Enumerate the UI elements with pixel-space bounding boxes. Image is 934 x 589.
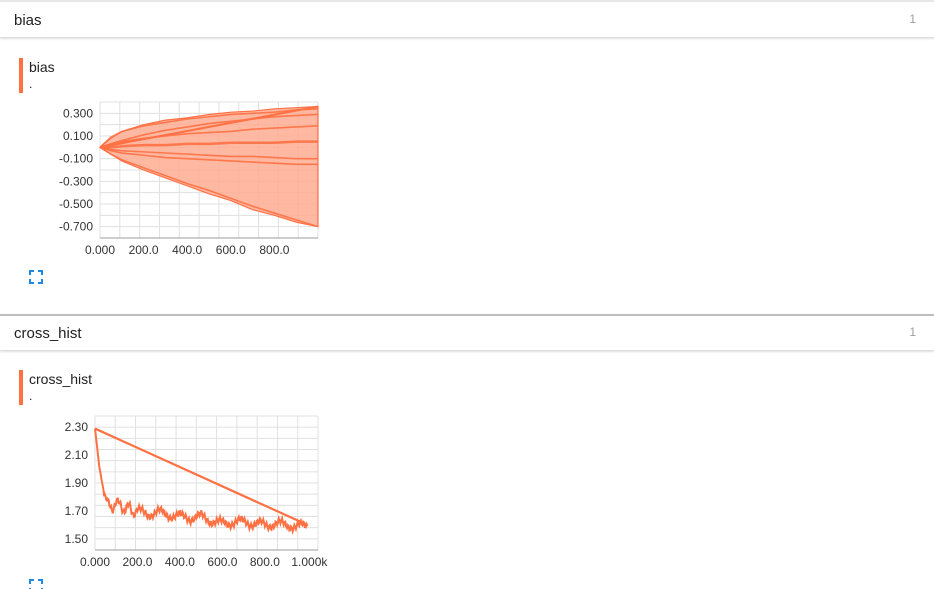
x-tick-label: 400.0 — [165, 555, 195, 569]
x-tick-label: 200.0 — [129, 243, 159, 257]
x-tick-label: 0.000 — [85, 243, 115, 257]
x-tick-label: 0.000 — [80, 555, 110, 569]
card-subtitle: . — [29, 77, 33, 91]
y-tick-label: 2.30 — [65, 420, 89, 434]
section-title: cross_hist — [14, 325, 82, 342]
x-tick-label: 400.0 — [172, 243, 202, 257]
card-title: cross_hist — [29, 371, 93, 387]
card-title: bias — [29, 59, 55, 75]
section-header-bias[interactable]: bias 1 — [0, 3, 934, 38]
bias-chart: 0.300 0.100 -0.100 -0.300 -0.500 -0.700 0.000 2… — [59, 101, 319, 257]
y-tick-label: -0.700 — [59, 220, 93, 234]
series-line — [99, 113, 319, 149]
series-line — [99, 146, 319, 228]
fullscreen-icon[interactable] — [29, 270, 43, 284]
section-header-cross-hist[interactable]: cross_hist 1 — [0, 314, 934, 351]
section-count: 1 — [909, 325, 916, 339]
series-line — [100, 140, 318, 149]
card-accent-bar — [19, 370, 23, 405]
series-line — [94, 428, 309, 536]
y-tick-label: 1.70 — [65, 504, 89, 518]
fullscreen-icon[interactable] — [29, 579, 43, 589]
x-tick-label: 1.000k — [291, 555, 328, 569]
series-line — [99, 146, 318, 160]
card-accent-bar — [19, 58, 23, 93]
y-tick-label: 1.50 — [65, 532, 89, 546]
grid — [94, 415, 319, 551]
series-line — [99, 108, 319, 148]
y-tick-label: 0.100 — [63, 129, 93, 143]
x-tick-label: 600.0 — [216, 243, 246, 257]
section-title: bias — [14, 12, 42, 29]
x-tick-label: 600.0 — [207, 555, 237, 569]
card-subtitle: . — [29, 389, 33, 403]
series-line — [99, 146, 318, 166]
y-tick-label: -0.300 — [59, 174, 93, 188]
y-tick-label: 0.300 — [63, 106, 93, 120]
y-tick-label: -0.100 — [59, 152, 93, 166]
x-tick-label: 800.0 — [259, 243, 289, 257]
y-tick-label: 1.90 — [65, 476, 89, 490]
series-line — [99, 125, 319, 149]
cross-hist-chart: 2.30 2.10 1.90 1.70 1.50 0.000 200.0 400.0 600.0… — [65, 415, 328, 569]
wrap-line — [99, 105, 319, 149]
x-tick-label: 200.0 — [122, 555, 152, 569]
top-divider — [0, 0, 934, 2]
x-tick-label: 800.0 — [250, 555, 280, 569]
y-tick-label: -0.500 — [59, 197, 93, 211]
y-tick-label: 2.10 — [65, 448, 89, 462]
section-count: 1 — [909, 12, 916, 26]
wrap-line — [94, 427, 308, 526]
